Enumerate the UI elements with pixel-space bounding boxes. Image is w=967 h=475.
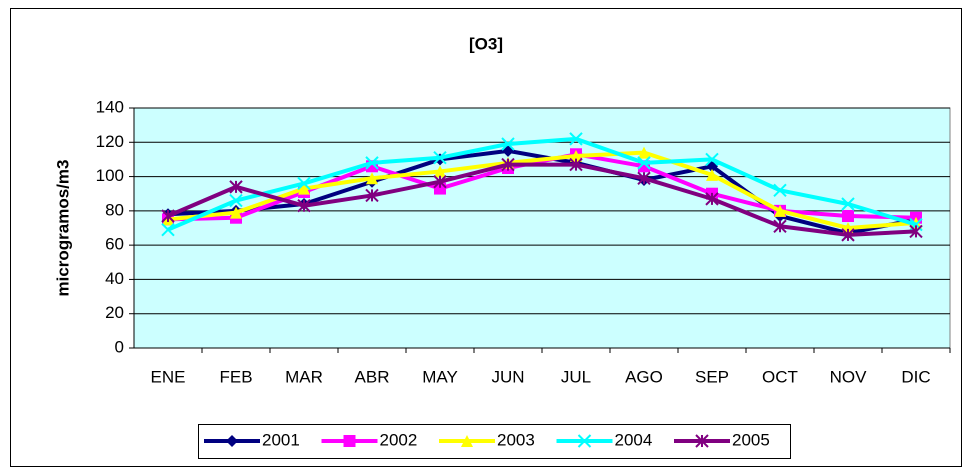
legend-label: 2003 <box>497 430 535 449</box>
x-tick-label: OCT <box>762 367 798 386</box>
series-line <box>167 150 917 230</box>
marker <box>705 152 719 167</box>
x-tick-label: ENE <box>151 367 186 386</box>
marker <box>695 434 709 448</box>
legend-label: 2004 <box>615 430 653 449</box>
x-tick-label: SEP <box>695 367 729 386</box>
marker <box>638 146 650 159</box>
marker <box>569 132 583 146</box>
x-tick-label: JUL <box>561 367 591 386</box>
marker <box>637 171 651 185</box>
marker <box>705 192 719 206</box>
y-tick-label: 100 <box>96 166 124 185</box>
marker <box>501 137 515 151</box>
marker <box>570 150 582 162</box>
marker <box>229 180 243 194</box>
marker <box>773 183 787 197</box>
x-tick-label: AGO <box>625 367 663 386</box>
y-tick-label: 140 <box>96 97 124 116</box>
plot-area <box>133 107 951 349</box>
marker <box>706 168 718 181</box>
series-line <box>167 136 917 232</box>
marker <box>501 157 515 172</box>
marker <box>774 204 786 217</box>
legend-label: 2001 <box>262 430 300 449</box>
marker <box>229 193 243 208</box>
marker <box>842 210 854 222</box>
marker <box>461 435 473 447</box>
marker <box>773 219 787 233</box>
x-tick-label: MAY <box>422 367 458 386</box>
marker <box>161 223 175 237</box>
y-axis-label: microgramos/m3 <box>53 160 72 297</box>
series-line <box>167 162 917 237</box>
marker <box>366 172 378 185</box>
marker <box>365 156 379 170</box>
marker <box>297 199 311 213</box>
legend-label: 2005 <box>732 430 770 449</box>
marker <box>577 434 592 448</box>
x-tick-label: DIC <box>901 367 930 386</box>
marker <box>434 165 446 178</box>
y-tick-label: 120 <box>96 132 124 151</box>
x-tick-label: JUN <box>491 367 524 386</box>
x-tick-label: MAR <box>285 367 323 386</box>
y-tick-label: 80 <box>105 200 124 219</box>
chart-title: [O3] <box>469 34 503 53</box>
marker <box>365 188 379 203</box>
y-tick-label: 0 <box>115 337 124 356</box>
marker <box>297 176 311 191</box>
x-tick-label: FEB <box>219 367 252 386</box>
marker <box>230 206 242 219</box>
marker <box>433 151 447 165</box>
marker <box>226 435 238 447</box>
y-tick-label: 20 <box>105 303 124 322</box>
marker <box>298 182 310 195</box>
marker <box>909 224 923 239</box>
y-tick-label: 40 <box>105 269 124 288</box>
legend-label: 2002 <box>380 430 418 449</box>
marker <box>343 435 356 447</box>
marker <box>841 197 855 211</box>
x-tick-label: ABR <box>355 367 390 386</box>
marker <box>569 157 583 172</box>
series-line <box>167 148 917 236</box>
marker <box>637 156 651 170</box>
marker <box>433 175 447 189</box>
x-tick-label: NOV <box>830 367 868 386</box>
marker <box>841 228 855 242</box>
marker <box>161 209 175 223</box>
y-tick-label: 60 <box>105 235 124 254</box>
